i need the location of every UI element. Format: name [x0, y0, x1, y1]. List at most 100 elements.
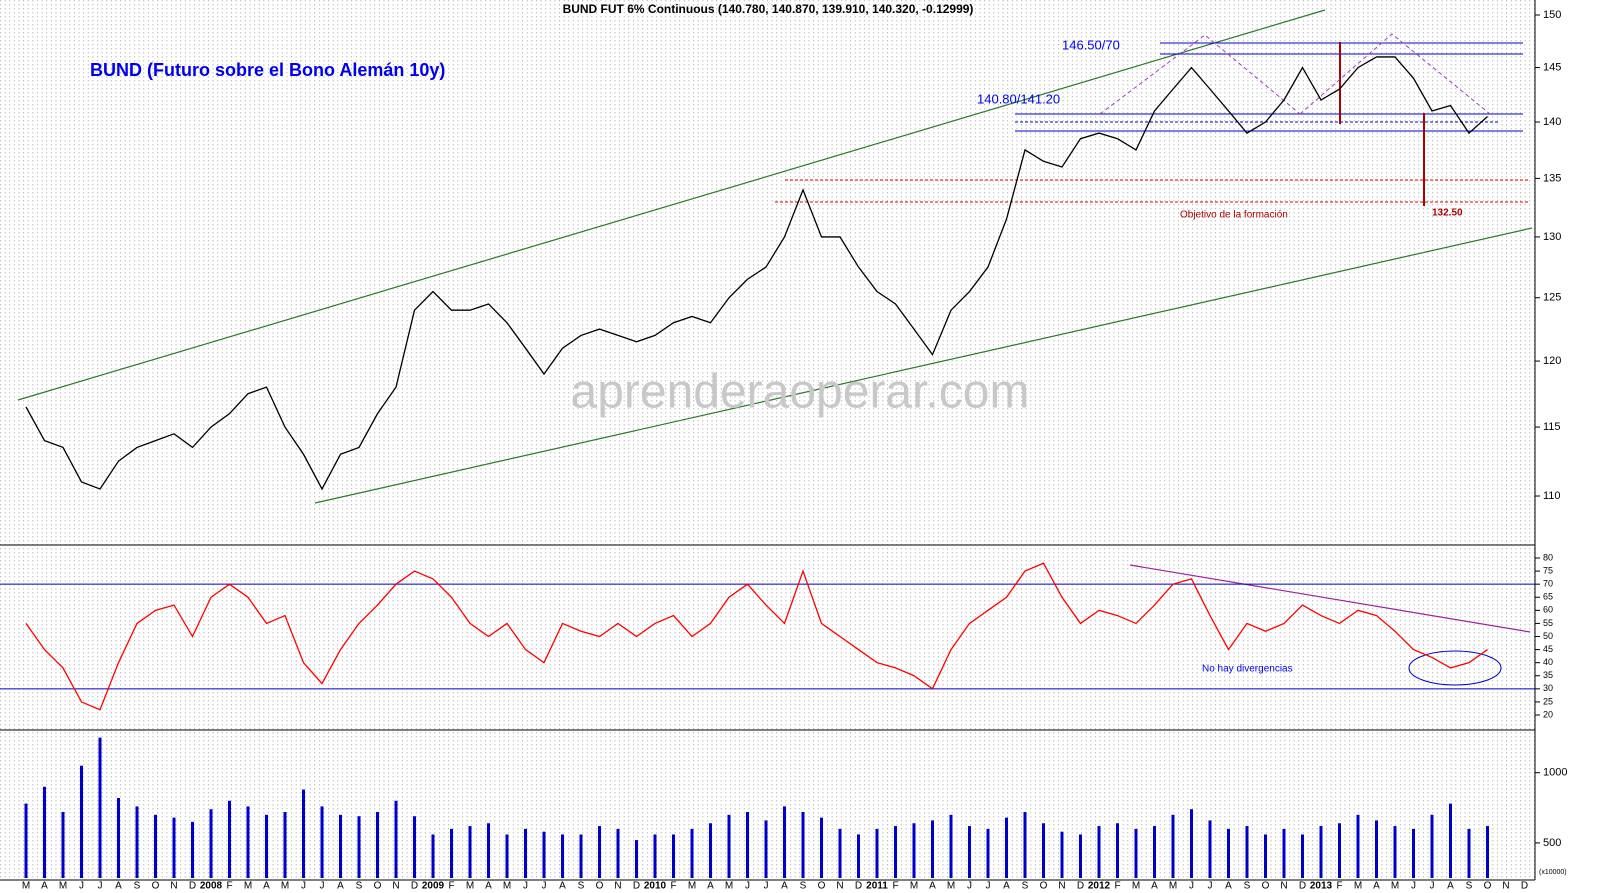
- bar: [1079, 834, 1082, 878]
- trend-line: [17, 9, 1326, 401]
- x-tick-label: M: [1391, 881, 1399, 892]
- y-tick-label: 30: [1543, 683, 1553, 693]
- trend-line: [314, 227, 1533, 504]
- bar: [968, 826, 971, 878]
- bar: [1375, 820, 1378, 878]
- bar: [320, 806, 324, 878]
- x-tick-label: N: [392, 881, 399, 892]
- x-tick-label: M: [1169, 881, 1177, 892]
- x-tick-label: N: [614, 881, 621, 892]
- x-tick-label: D: [411, 881, 418, 892]
- bar: [505, 834, 509, 878]
- bar: [1227, 828, 1230, 878]
- bar: [98, 737, 102, 878]
- x-tick-label: 2009: [422, 881, 445, 892]
- x-tick-label: N: [170, 881, 177, 892]
- bar: [1208, 820, 1212, 878]
- x-tick-label: A: [1225, 881, 1232, 892]
- bar: [598, 826, 601, 878]
- bar: [653, 834, 657, 878]
- x-tick-label: A: [1003, 881, 1010, 892]
- bar: [1356, 814, 1360, 878]
- x-tick-label: M: [59, 881, 67, 892]
- bar: [524, 828, 527, 878]
- bar: [1393, 826, 1397, 878]
- pattern-line: [1099, 34, 1301, 115]
- x-tick-label: F: [1114, 881, 1120, 892]
- y-tick-label: 1000: [1543, 767, 1567, 779]
- x-tick-label: M: [1132, 881, 1140, 892]
- y-tick-label: 75: [1543, 565, 1553, 575]
- annotation: 132.50: [1432, 208, 1463, 219]
- y-tick-label: 60: [1543, 605, 1553, 615]
- y-tick-label: 25: [1543, 696, 1553, 706]
- x-tick-label: S: [1022, 881, 1029, 892]
- x-tick-label: M: [22, 881, 30, 892]
- x-tick-label: M: [947, 881, 955, 892]
- x-tick-label: N: [1280, 881, 1287, 892]
- bar: [690, 828, 694, 878]
- bar: [949, 814, 953, 878]
- bar: [117, 797, 120, 878]
- x-tick-label: 2008: [200, 881, 223, 892]
- y-tick-label: 35: [1543, 670, 1553, 680]
- bar: [80, 765, 83, 878]
- bar: [413, 816, 416, 878]
- bar: [24, 803, 28, 878]
- annotation: No hay divergencias: [1202, 664, 1293, 675]
- x-tick-label: A: [707, 881, 714, 892]
- chart-title: BUND FUT 6% Continuous (140.780, 140.870…: [563, 2, 974, 16]
- bar: [986, 828, 990, 878]
- bar: [1245, 826, 1249, 878]
- x-tick-label: M: [1354, 881, 1362, 892]
- bar: [912, 823, 916, 878]
- bar: [265, 814, 268, 878]
- x-tick-label: M: [244, 881, 252, 892]
- x-tick-label: F: [892, 881, 898, 892]
- x-tick-label: J: [301, 881, 306, 892]
- bar: [209, 809, 213, 878]
- bar: [542, 831, 546, 878]
- x-tick-label: 2011: [866, 881, 888, 892]
- x-tick-label: J: [320, 881, 325, 892]
- bar: [1042, 823, 1045, 878]
- x-tick-label: A: [115, 881, 122, 892]
- bar: [1338, 823, 1341, 878]
- bar: [1412, 828, 1415, 878]
- bar: [1301, 834, 1304, 878]
- bar: [1430, 814, 1434, 878]
- x-tick-label: A: [781, 881, 788, 892]
- x-tick-label: F: [670, 881, 676, 892]
- x-tick-label: F: [226, 881, 232, 892]
- bar: [394, 800, 398, 878]
- x-tick-label: M: [688, 881, 696, 892]
- bar: [172, 817, 176, 878]
- bar: [1282, 828, 1286, 878]
- axis-label: (x10000): [1539, 869, 1567, 876]
- y-tick-label: 130: [1543, 231, 1561, 243]
- x-tick-label: A: [929, 881, 936, 892]
- bar: [1005, 817, 1008, 878]
- bar: [43, 786, 46, 878]
- x-tick-label: 2010: [644, 881, 667, 892]
- x-tick-label: S: [1466, 881, 1473, 892]
- bar: [820, 817, 823, 878]
- bar: [1153, 826, 1156, 878]
- bar: [302, 789, 305, 878]
- x-tick-label: J: [542, 881, 547, 892]
- x-tick-label: J: [986, 881, 991, 892]
- x-tick-label: D: [855, 881, 862, 892]
- series-line: [25, 562, 1488, 711]
- bar: [1097, 826, 1101, 878]
- y-tick-label: 125: [1543, 292, 1561, 304]
- pattern-line: [1299, 33, 1491, 115]
- x-tick-label: A: [337, 881, 344, 892]
- x-tick-label: S: [578, 881, 585, 892]
- x-tick-label: N: [1058, 881, 1065, 892]
- bar: [1486, 826, 1489, 878]
- y-tick-label: 140: [1543, 116, 1561, 128]
- x-tick-label: J: [745, 881, 750, 892]
- grid-pattern: [0, 0, 1535, 880]
- x-tick-label: A: [559, 881, 566, 892]
